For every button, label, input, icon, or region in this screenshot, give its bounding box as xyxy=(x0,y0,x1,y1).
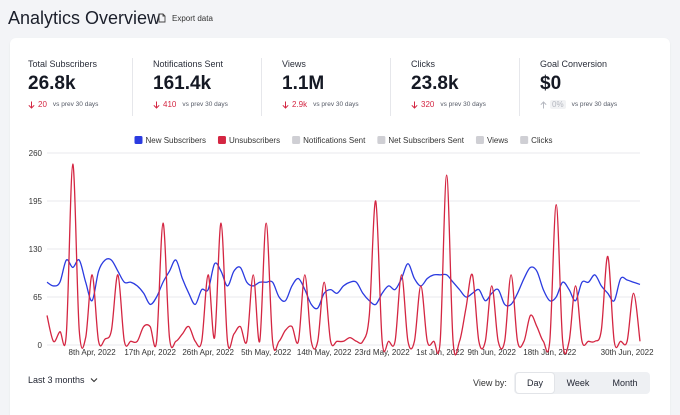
stat-value: 161.4k xyxy=(153,73,212,94)
arrow-down-icon xyxy=(28,101,35,109)
stat: Views 1.1M 2.9k vs prev 30 days xyxy=(282,59,400,109)
x-tick-label: 1st Jun, 2022 xyxy=(416,348,465,357)
arrow xyxy=(28,101,35,109)
arrow-down-icon xyxy=(411,101,418,109)
stat-delta-value: 20 xyxy=(38,100,47,109)
stat-label: Goal Conversion xyxy=(540,59,608,69)
export-icon xyxy=(158,13,166,23)
stat-label: Total Subscribers xyxy=(28,59,98,69)
series-line xyxy=(46,163,641,356)
stat-delta: 20 vs prev 30 days xyxy=(28,100,146,109)
view-option[interactable]: Month xyxy=(612,378,638,388)
legend-swatch xyxy=(377,136,386,144)
stat-note: vs prev 30 days xyxy=(313,101,359,108)
arrow-down-icon xyxy=(282,101,289,109)
legend-label: Notifications Sent xyxy=(303,136,366,145)
arrow xyxy=(540,100,547,108)
stat-note: vs prev 30 days xyxy=(571,101,618,108)
view-option[interactable]: Week xyxy=(566,378,590,388)
view-option[interactable]: Day xyxy=(516,373,554,393)
legend-item[interactable]: Clicks xyxy=(520,136,553,145)
stat-separator xyxy=(132,58,133,116)
legend-label: Unsubscribers xyxy=(229,136,280,145)
legend-swatch xyxy=(475,136,484,144)
legend-swatch xyxy=(292,136,301,144)
stat-label: Notifications Sent xyxy=(153,59,224,69)
stat: Goal Conversion $0 0% vs prev 30 days xyxy=(540,59,658,109)
stat-note: vs prev 30 days xyxy=(182,101,228,108)
view-by-label: View by: xyxy=(473,378,507,388)
stat-delta: 2.9k vs prev 30 days xyxy=(282,100,400,109)
stat-note: vs prev 30 days xyxy=(52,101,99,108)
stat-value: $0 xyxy=(540,73,562,94)
stat-delta-value: 320 xyxy=(421,100,435,109)
stat-delta: 320 vs prev 30 days xyxy=(411,100,529,109)
stat-label: Views xyxy=(282,59,306,69)
stat-separator xyxy=(519,58,520,116)
legend-swatch xyxy=(520,136,529,144)
arrow xyxy=(411,101,418,109)
stat-value: 23.8k xyxy=(411,73,459,94)
stat-delta: 0% vs prev 30 days xyxy=(540,100,658,109)
stat-delta-value: 0% xyxy=(550,100,566,109)
legend-item[interactable]: Views xyxy=(475,136,508,145)
stat-delta-value: 410 xyxy=(163,100,177,109)
y-tick-label: 195 xyxy=(29,197,43,206)
x-tick-label: 23rd May, 2022 xyxy=(355,348,411,357)
x-tick-label: 8th Apr, 2022 xyxy=(69,348,117,357)
stat-delta-value: 2.9k xyxy=(292,100,308,109)
stat-note: vs prev 30 days xyxy=(440,101,486,108)
legend: New Subscribers Unsubscribers Notification… xyxy=(134,136,553,145)
x-tick-label: 14th May, 2022 xyxy=(297,348,352,357)
x-tick-label: 26th Apr, 2022 xyxy=(182,348,234,357)
x-tick-label: 17th Apr, 2022 xyxy=(124,348,176,357)
legend-swatch xyxy=(217,136,226,144)
stat: Total Subscribers 26.8k 20 vs prev 30 days xyxy=(28,59,146,109)
y-tick-label: 65 xyxy=(33,293,42,302)
y-tick-label: 260 xyxy=(29,149,43,158)
arrow-down-icon xyxy=(153,101,160,109)
stat-delta: 410 vs prev 30 days xyxy=(153,100,271,109)
legend-label: New Subscribers xyxy=(145,136,205,145)
arrow-up-icon xyxy=(540,100,547,108)
x-tick-label: 18th Jun, 2022 xyxy=(523,348,576,357)
stat-label: Clicks xyxy=(411,59,435,69)
legend-item[interactable]: Net Subscribers Sent xyxy=(377,136,465,145)
legend-item[interactable]: Unsubscribers xyxy=(217,136,280,145)
y-tick-label: 0 xyxy=(38,341,43,350)
x-tick-label: 9th Jun, 2022 xyxy=(468,348,517,357)
x-tick-label: 5th May, 2022 xyxy=(241,348,292,357)
x-tick-label: 30th Jun, 2022 xyxy=(601,348,654,357)
stat-value: 26.8k xyxy=(28,73,76,94)
stat-separator xyxy=(390,58,391,116)
legend-swatch xyxy=(134,136,143,144)
stat-separator xyxy=(261,58,262,116)
series-line xyxy=(46,258,641,310)
page-title: Analytics Overview xyxy=(8,8,161,28)
legend-label: Net Subscribers Sent xyxy=(388,136,464,145)
y-tick-label: 130 xyxy=(29,245,43,254)
chevron-icon xyxy=(90,378,97,383)
legend-item[interactable]: Notifications Sent xyxy=(292,136,366,145)
range-label: Last 3 months xyxy=(28,375,85,385)
legend-item[interactable]: New Subscribers xyxy=(134,136,206,145)
stat: Notifications Sent 161.4k 410 vs prev 30 da… xyxy=(153,59,271,109)
legend-label: Views xyxy=(487,136,508,145)
arrow xyxy=(282,101,289,109)
legend-label: Clicks xyxy=(531,136,552,145)
stat: Clicks 23.8k 320 vs prev 30 days xyxy=(411,59,529,109)
stat-value: 1.1M xyxy=(282,73,325,94)
export-label: Export data xyxy=(172,13,213,23)
range-selector[interactable]: Last 3 months xyxy=(28,375,98,385)
export-button[interactable]: Export data xyxy=(152,9,219,27)
arrow xyxy=(153,101,160,109)
